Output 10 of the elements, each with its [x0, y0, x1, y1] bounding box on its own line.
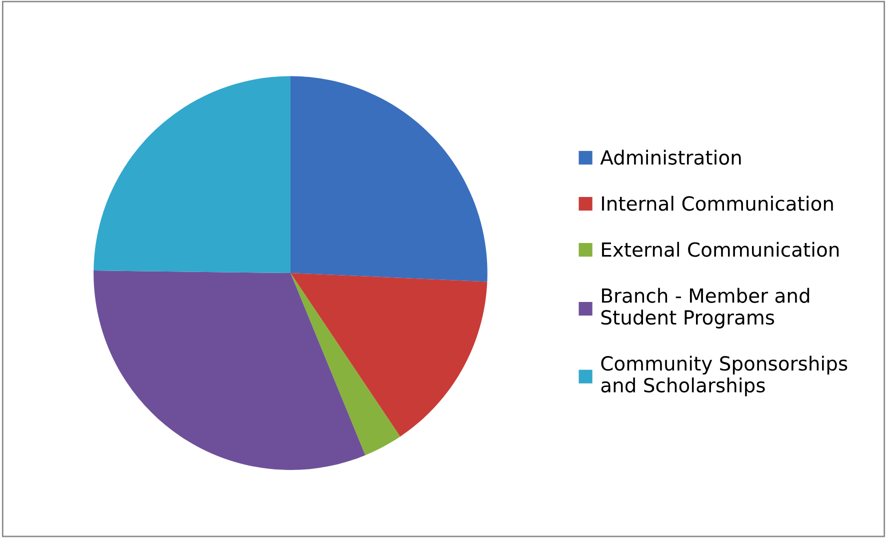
legend-label: Branch - Member and Student Programs [601, 288, 810, 328]
legend-label: Internal Communication [602, 196, 833, 211]
legend-label: External Communication [602, 242, 839, 257]
pie-slice [290, 273, 400, 456]
pie-slice [94, 270, 366, 470]
legend-label: Community Sponsorships and Scholarships [601, 356, 848, 396]
pie-slice [290, 273, 488, 437]
pie-slice [290, 76, 488, 282]
legend-label: Administration [600, 150, 741, 165]
pie-slice [94, 76, 290, 274]
